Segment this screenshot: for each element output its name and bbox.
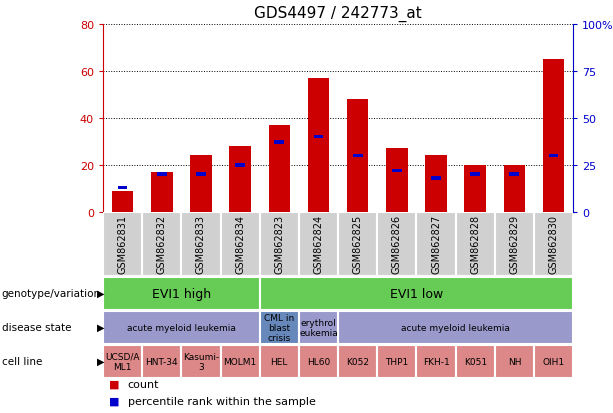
Text: ▶: ▶ (97, 356, 104, 366)
Text: GSM862829: GSM862829 (509, 214, 519, 273)
Bar (181, 212, 221, 276)
Text: ▶: ▶ (97, 288, 104, 298)
Text: count: count (128, 379, 159, 389)
Bar (338, 345, 377, 378)
Text: ■: ■ (109, 379, 120, 389)
Bar (299, 311, 338, 344)
Bar (425, 156, 447, 212)
Text: ■: ■ (109, 396, 120, 406)
Bar (465, 166, 486, 212)
Text: GSM862824: GSM862824 (313, 214, 324, 273)
Bar (534, 212, 573, 276)
Text: GSM862827: GSM862827 (431, 214, 441, 273)
Text: HNT-34: HNT-34 (145, 357, 178, 366)
Bar (338, 311, 573, 344)
Text: HL60: HL60 (307, 357, 330, 366)
Bar (142, 212, 181, 276)
Bar (142, 345, 181, 378)
Text: Kasumi-
3: Kasumi- 3 (183, 352, 219, 371)
Text: GSM862830: GSM862830 (549, 214, 558, 273)
Bar (157, 173, 167, 176)
Bar (377, 345, 416, 378)
Text: K052: K052 (346, 357, 369, 366)
Bar (190, 156, 211, 212)
Bar (221, 212, 260, 276)
Text: cell line: cell line (2, 356, 42, 366)
Text: EVI1 high: EVI1 high (152, 287, 211, 300)
Bar (103, 311, 260, 344)
Bar (103, 345, 142, 378)
Text: genotype/variation: genotype/variation (2, 288, 101, 298)
Bar (386, 149, 408, 212)
Bar (431, 177, 441, 180)
Bar (235, 164, 245, 167)
Bar (416, 212, 455, 276)
Text: GSM862831: GSM862831 (118, 214, 128, 273)
Text: GSM862834: GSM862834 (235, 214, 245, 273)
Text: NH: NH (508, 357, 521, 366)
Bar (314, 135, 324, 139)
Text: GSM862828: GSM862828 (470, 214, 480, 273)
Text: UCSD/A
ML1: UCSD/A ML1 (105, 352, 140, 371)
Bar (470, 173, 480, 176)
Text: GSM862826: GSM862826 (392, 214, 402, 273)
Text: percentile rank within the sample: percentile rank within the sample (128, 396, 315, 406)
Bar (260, 345, 299, 378)
Text: EVI1 low: EVI1 low (390, 287, 443, 300)
Text: FKH-1: FKH-1 (422, 357, 449, 366)
Text: GSM862825: GSM862825 (352, 214, 363, 273)
Text: MOLM1: MOLM1 (224, 357, 257, 366)
Bar (260, 212, 299, 276)
Bar (103, 212, 142, 276)
Text: CML in
blast
crisis: CML in blast crisis (264, 313, 294, 342)
Bar (221, 345, 260, 378)
Bar (347, 100, 368, 212)
Bar (112, 191, 134, 212)
Text: GSM862833: GSM862833 (196, 214, 206, 273)
Bar (308, 79, 329, 212)
Text: K051: K051 (463, 357, 487, 366)
Bar (509, 173, 519, 176)
Text: GSM862832: GSM862832 (157, 214, 167, 273)
Bar (275, 141, 284, 145)
Bar (229, 147, 251, 212)
Text: erythrol
eukemia: erythrol eukemia (299, 318, 338, 337)
Bar (196, 173, 206, 176)
Bar (543, 60, 565, 212)
Text: acute myeloid leukemia: acute myeloid leukemia (401, 323, 510, 332)
Bar (377, 212, 416, 276)
Bar (455, 345, 495, 378)
Text: HEL: HEL (270, 357, 288, 366)
Bar (338, 212, 377, 276)
Bar (352, 154, 362, 158)
Bar (495, 212, 534, 276)
Text: OIH1: OIH1 (543, 357, 565, 366)
Bar (534, 345, 573, 378)
Title: GDS4497 / 242773_at: GDS4497 / 242773_at (254, 6, 422, 22)
Bar (549, 154, 558, 158)
Bar (299, 345, 338, 378)
Text: THP1: THP1 (385, 357, 408, 366)
Bar (268, 126, 290, 212)
Bar (118, 186, 128, 190)
Bar (504, 166, 525, 212)
Bar (455, 212, 495, 276)
Bar (103, 278, 260, 310)
Bar (299, 212, 338, 276)
Bar (260, 311, 299, 344)
Text: ▶: ▶ (97, 322, 104, 332)
Text: acute myeloid leukemia: acute myeloid leukemia (127, 323, 236, 332)
Bar (495, 345, 534, 378)
Bar (260, 278, 573, 310)
Bar (181, 345, 221, 378)
Text: disease state: disease state (2, 322, 71, 332)
Text: GSM862823: GSM862823 (274, 214, 284, 273)
Bar (416, 345, 455, 378)
Bar (151, 173, 172, 212)
Bar (392, 169, 402, 173)
